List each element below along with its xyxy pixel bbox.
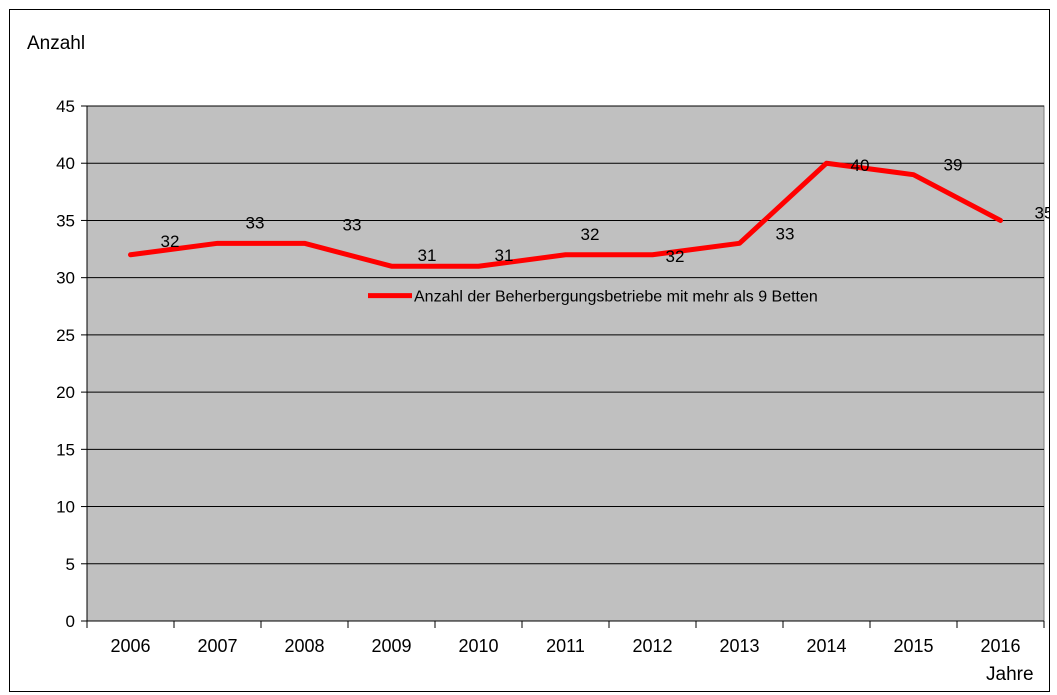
data-label: 32 [666,247,685,266]
data-label: 35 [1035,203,1050,222]
y-tick-label: 10 [56,498,75,517]
data-label: 31 [418,246,437,265]
y-tick-label: 20 [56,383,75,402]
chart-frame: Anzahl Jahre 0 5 10 15 20 25 30 35 40 45 2006 2007 2… [9,9,1050,692]
series-line-0 [128,160,1003,269]
data-label: 33 [776,224,795,243]
legend-label: Anzahl der Beherbergungsbetriebe mit meh… [414,289,818,306]
data-label: 33 [246,213,265,232]
x-tick-label: 2006 [110,636,150,656]
x-tick-label: 2009 [371,636,411,656]
y-tick-label: 35 [56,211,75,230]
data-label: 31 [495,246,514,265]
y-tick-label: 45 [56,97,75,116]
x-tick-label: 2015 [893,636,933,656]
x-tick-label: 2007 [197,636,237,656]
line-chart: 0 5 10 15 20 25 30 35 40 45 2006 2007 2008 2009 2010 20… [56,97,1050,656]
data-label: 39 [944,156,963,175]
x-tick-label: 2010 [458,636,498,656]
plot-area [86,105,1045,622]
x-tick-label: 2014 [806,636,846,656]
x-tick-label: 2008 [284,636,324,656]
data-label: 32 [581,225,600,244]
data-label: 33 [343,215,362,234]
y-tick-label: 40 [56,154,75,173]
y-tick-label: 30 [56,269,75,288]
x-tick-label: 2012 [632,636,672,656]
y-axis-title: Anzahl [27,33,86,54]
y-tick-label: 5 [66,555,75,574]
x-axis-title: Jahre [986,664,1034,685]
data-label: 40 [851,156,870,175]
x-tick-label: 2013 [719,636,759,656]
y-tick-label: 25 [56,326,75,345]
x-tick-label: 2016 [980,636,1020,656]
x-tick-label: 2011 [546,636,585,656]
y-tick-label: 15 [56,440,75,459]
y-tick-label: 0 [66,612,75,631]
data-label: 32 [161,232,180,251]
